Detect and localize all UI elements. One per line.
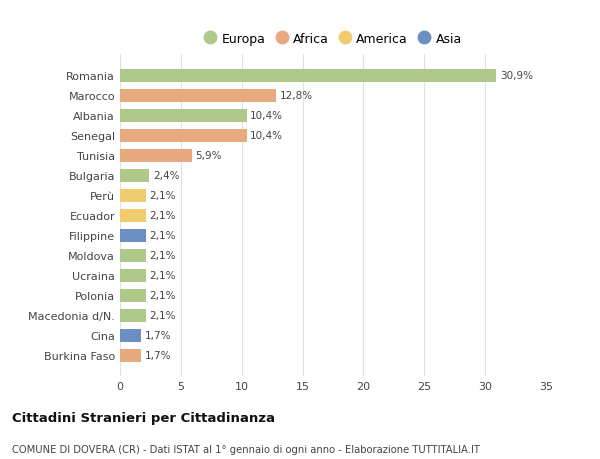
- Bar: [120, 329, 140, 342]
- Bar: [120, 229, 146, 242]
- Bar: [120, 349, 140, 362]
- Text: COMUNE DI DOVERA (CR) - Dati ISTAT al 1° gennaio di ogni anno - Elaborazione TUT: COMUNE DI DOVERA (CR) - Dati ISTAT al 1°…: [12, 444, 480, 454]
- Text: 12,8%: 12,8%: [280, 91, 313, 101]
- Bar: [120, 110, 247, 123]
- Text: 10,4%: 10,4%: [250, 111, 283, 121]
- Bar: [120, 209, 146, 222]
- Text: 2,1%: 2,1%: [149, 231, 176, 241]
- Text: 2,1%: 2,1%: [149, 251, 176, 261]
- Text: 2,1%: 2,1%: [149, 270, 176, 280]
- Bar: [120, 129, 247, 142]
- Legend: Europa, Africa, America, Asia: Europa, Africa, America, Asia: [200, 29, 466, 50]
- Bar: [120, 150, 192, 162]
- Text: 2,1%: 2,1%: [149, 211, 176, 221]
- Text: 10,4%: 10,4%: [250, 131, 283, 141]
- Text: Cittadini Stranieri per Cittadinanza: Cittadini Stranieri per Cittadinanza: [12, 412, 275, 425]
- Bar: [120, 269, 146, 282]
- Bar: [120, 70, 496, 83]
- Text: 2,1%: 2,1%: [149, 191, 176, 201]
- Bar: [120, 289, 146, 302]
- Text: 2,1%: 2,1%: [149, 291, 176, 301]
- Text: 30,9%: 30,9%: [500, 71, 533, 81]
- Bar: [120, 309, 146, 322]
- Bar: [120, 189, 146, 202]
- Text: 2,1%: 2,1%: [149, 310, 176, 320]
- Bar: [120, 90, 276, 102]
- Text: 1,7%: 1,7%: [145, 330, 171, 340]
- Bar: [120, 169, 149, 182]
- Text: 5,9%: 5,9%: [196, 151, 222, 161]
- Bar: [120, 249, 146, 262]
- Text: 2,4%: 2,4%: [153, 171, 179, 181]
- Text: 1,7%: 1,7%: [145, 350, 171, 360]
